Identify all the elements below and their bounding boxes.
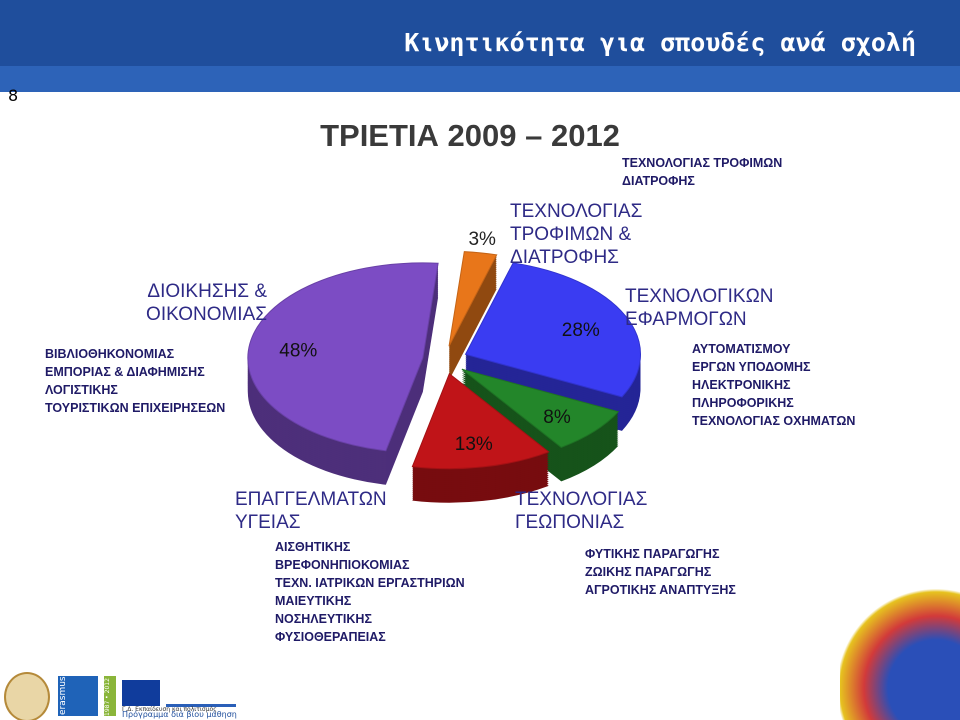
value-label: 48% [279,341,317,362]
category-label: ΤΕΧΝΟΛΟΓΙΑΣ ΓΕΩΠΟΝΙΑΣ [515,489,648,533]
department-label: ΤΕΧΝΟΛΟΓΙΑΣ ΤΡΟΦΙΜΩΝ [622,156,783,170]
department-label: ΕΡΓΩΝ ΥΠΟΔΟΜΗΣ [692,360,811,374]
programme-text: Πρόγραμμα διά βίου μάθηση [122,710,237,719]
puzzle-decoration [840,560,960,720]
department-label: ΕΜΠΟΡΙΑΣ & ΔΙΑΦΗΜΙΣΗΣ [45,365,205,379]
slice [247,262,439,452]
department-label: ΑΓΡΟΤΙΚΗΣ ΑΝΑΠΤΥΞΗΣ [585,583,736,597]
department-label: ΔΙΑΤΡΟΦΗΣ [622,174,695,188]
slice [411,372,550,470]
header-band [0,0,960,66]
llp-logo [166,684,236,707]
department-label: ΠΛΗΡΟΦΟΡΙΚΗΣ [692,396,794,410]
value-label: 13% [455,434,493,455]
value-label: 3% [468,229,496,250]
department-label: ΛΟΓΙΣΤΙΚΗΣ [45,383,118,397]
page-number: 8 [8,86,19,105]
header-strip [0,66,960,92]
department-label: ΝΟΣΗΛΕΥΤΙΚΗΣ [275,612,372,626]
category-label: ΤΕΧΝΟΛΟΓΙΑΣ ΤΡΟΦΙΜΩΝ & ΔΙΑΤΡΟΦΗΣ [510,201,643,268]
value-label: 28% [562,320,600,341]
slice [461,368,620,448]
department-label: ΗΛΕΚΤΡΟΝΙΚΗΣ [692,378,791,392]
department-label: ΤΟΥΡΙΣΤΙΚΩΝ ΕΠΙΧΕΙΡΗΣΕΩΝ [45,401,226,415]
department-label: ΦΥΣΙΟΘΕΡΑΠΕΙΑΣ [275,630,386,644]
department-label: ΜΑΙΕΥΤΙΚΗΣ [275,594,352,608]
slide-title: Κινητικότητα για σπουδές ανά σχολή [404,28,916,57]
department-label: ΖΩΙΚΗΣ ΠΑΡΑΓΩΓΗΣ [585,565,712,579]
erasmus-logo: erasmus [58,676,98,716]
department-label: ΤΕΧΝ. ΙΑΤΡΙΚΩΝ ΕΡΓΑΣΤΗΡΙΩΝ [275,576,465,590]
eu-flag [122,680,160,706]
category-label: ΕΠΑΓΓΕΛΜΑΤΩΝ ΥΓΕΙΑΣ [235,489,387,533]
department-label: ΒΡΕΦΟΝΗΠΙΟΚΟΜΙΑΣ [275,558,410,572]
value-label: 8% [543,407,571,428]
directorate-text: Γ.Δ. Εκπαίδευση και πολιτισμός [122,706,217,713]
department-label: ΑΙΣΘΗΤΙΚΗΣ [275,540,351,554]
slice [464,262,641,398]
department-label: ΑΥΤΟΜΑΤΙΣΜΟΥ [692,342,791,356]
years-badge: 1987 • 2012 [104,676,116,716]
chart-title: ΤΡΙΕΤΙΑ 2009 – 2012 [320,118,620,153]
university-logo [4,672,50,720]
department-label: ΦΥΤΙΚΗΣ ΠΑΡΑΓΩΓΗΣ [585,547,720,561]
category-label: ΔΙΟΙΚΗΣΗΣ & ΟΙΚΟΝΟΜΙΑΣ [146,281,267,325]
department-label: ΒΙΒΛΙΟΘΗΚΟΝΟΜΙΑΣ [45,347,175,361]
category-label: ΤΕΧΝΟΛΟΓΙΚΩΝ ΕΦΑΡΜΟΓΩΝ [625,286,774,330]
department-label: ΤΕΧΝΟΛΟΓΙΑΣ ΟΧΗΜΑΤΩΝ [692,414,856,428]
slice [448,251,498,347]
